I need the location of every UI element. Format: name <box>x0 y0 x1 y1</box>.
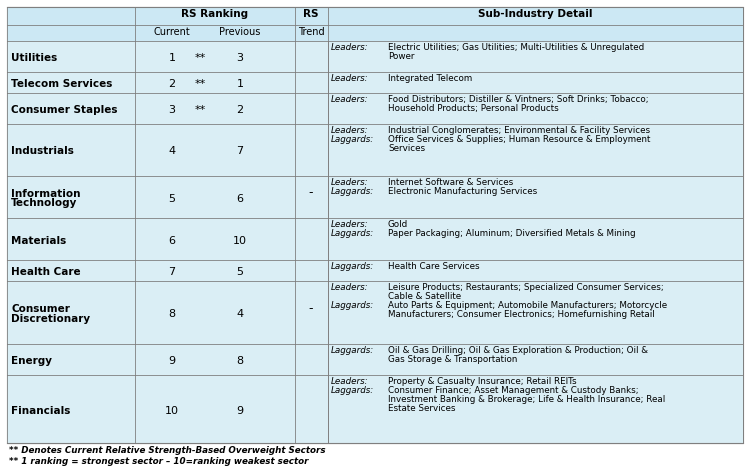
Text: Leisure Products; Restaurants; Specialized Consumer Services;: Leisure Products; Restaurants; Specializ… <box>388 283 664 292</box>
Text: 10: 10 <box>165 405 179 415</box>
Text: RS Ranking: RS Ranking <box>182 9 248 19</box>
Text: Power: Power <box>388 52 415 61</box>
Text: Laggards:: Laggards: <box>331 346 374 355</box>
Text: Services: Services <box>388 144 425 153</box>
Text: Electric Utilities; Gas Utilities; Multi-Utilities & Unregulated: Electric Utilities; Gas Utilities; Multi… <box>388 43 644 52</box>
Text: ** Denotes Current Relative Strength-Based Overweight Sectors: ** Denotes Current Relative Strength-Bas… <box>9 446 326 455</box>
Text: 9: 9 <box>169 356 176 366</box>
Bar <box>7 72 743 93</box>
Text: Trend: Trend <box>298 27 324 37</box>
Text: 6: 6 <box>236 193 244 203</box>
Text: Leaders:: Leaders: <box>331 220 369 229</box>
Text: **: ** <box>194 53 206 63</box>
Text: Discretionary: Discretionary <box>11 314 90 324</box>
Text: Property & Casualty Insurance; Retail REITs: Property & Casualty Insurance; Retail RE… <box>388 377 577 386</box>
Bar <box>7 124 743 176</box>
Text: Previous: Previous <box>219 27 261 37</box>
Text: Consumer Staples: Consumer Staples <box>11 105 118 115</box>
Bar <box>7 176 743 218</box>
Bar <box>7 41 743 72</box>
Text: 3: 3 <box>169 105 176 115</box>
Text: Laggards:: Laggards: <box>331 262 374 271</box>
Text: Manufacturers; Consumer Electronics; Homefurnishing Retail: Manufacturers; Consumer Electronics; Hom… <box>388 310 655 319</box>
Text: Consumer Finance; Asset Management & Custody Banks;: Consumer Finance; Asset Management & Cus… <box>388 386 638 395</box>
Text: 3: 3 <box>236 53 244 63</box>
Text: Laggards:: Laggards: <box>331 386 374 395</box>
Text: **: ** <box>194 79 206 89</box>
Text: Auto Parts & Equipment; Automobile Manufacturers; Motorcycle: Auto Parts & Equipment; Automobile Manuf… <box>388 301 668 310</box>
Text: -: - <box>309 302 314 315</box>
Bar <box>7 218 743 260</box>
Text: Integrated Telecom: Integrated Telecom <box>388 74 472 83</box>
Text: Telecom Services: Telecom Services <box>11 79 112 89</box>
Text: 2: 2 <box>236 105 244 115</box>
Text: Financials: Financials <box>11 405 70 415</box>
Text: Leaders:: Leaders: <box>331 95 369 104</box>
Text: Laggards:: Laggards: <box>331 301 374 310</box>
Text: 8: 8 <box>236 356 244 366</box>
Text: 1: 1 <box>169 53 176 63</box>
Bar <box>7 281 743 344</box>
Bar <box>7 375 743 443</box>
Text: Energy: Energy <box>11 356 52 366</box>
Text: Gas Storage & Transportation: Gas Storage & Transportation <box>388 355 518 364</box>
Text: Health Care Services: Health Care Services <box>388 262 480 271</box>
Text: Household Products; Personal Products: Household Products; Personal Products <box>388 104 559 113</box>
Text: Internet Software & Services: Internet Software & Services <box>388 178 513 187</box>
Text: 5: 5 <box>169 193 176 203</box>
Text: Laggards:: Laggards: <box>331 135 374 144</box>
Text: 1: 1 <box>236 79 244 89</box>
Bar <box>7 344 743 375</box>
Text: 8: 8 <box>169 309 176 319</box>
Bar <box>7 7 743 25</box>
Text: Cable & Satellite: Cable & Satellite <box>388 292 461 301</box>
Text: RS: RS <box>303 9 319 19</box>
Bar <box>7 260 743 281</box>
Text: Investment Banking & Brokerage; Life & Health Insurance; Real: Investment Banking & Brokerage; Life & H… <box>388 395 665 404</box>
Text: **: ** <box>194 105 206 115</box>
Text: Industrials: Industrials <box>11 147 74 157</box>
Text: Leaders:: Leaders: <box>331 178 369 187</box>
Text: Oil & Gas Drilling; Oil & Gas Exploration & Production; Oil &: Oil & Gas Drilling; Oil & Gas Exploratio… <box>388 346 648 355</box>
Text: 7: 7 <box>236 147 244 157</box>
Text: Food Distributors; Distiller & Vintners; Soft Drinks; Tobacco;: Food Distributors; Distiller & Vintners;… <box>388 95 649 104</box>
Text: Electronic Manufacturing Services: Electronic Manufacturing Services <box>388 187 537 196</box>
Text: Materials: Materials <box>11 236 66 245</box>
Text: Estate Services: Estate Services <box>388 404 455 413</box>
Text: Health Care: Health Care <box>11 267 81 277</box>
Text: Laggards:: Laggards: <box>331 229 374 238</box>
Text: 2: 2 <box>169 79 176 89</box>
Bar <box>7 25 743 41</box>
Text: Office Services & Supplies; Human Resource & Employment: Office Services & Supplies; Human Resour… <box>388 135 650 144</box>
Text: Consumer: Consumer <box>11 305 70 315</box>
Text: Gold: Gold <box>388 220 408 229</box>
Text: Leaders:: Leaders: <box>331 43 369 52</box>
Text: ** 1 ranking = strongest sector – 10=ranking weakest sector: ** 1 ranking = strongest sector – 10=ran… <box>9 457 308 466</box>
Text: Leaders:: Leaders: <box>331 74 369 83</box>
Text: 4: 4 <box>169 147 176 157</box>
Text: Leaders:: Leaders: <box>331 377 369 386</box>
Text: 9: 9 <box>236 405 244 415</box>
Text: Leaders:: Leaders: <box>331 283 369 292</box>
Text: 6: 6 <box>169 236 176 245</box>
Text: Industrial Conglomerates; Environmental & Facility Services: Industrial Conglomerates; Environmental … <box>388 126 650 135</box>
Text: Current: Current <box>154 27 190 37</box>
Text: 10: 10 <box>233 236 247 245</box>
Text: Information: Information <box>11 189 80 199</box>
Text: Technology: Technology <box>11 198 77 208</box>
Text: 4: 4 <box>236 309 244 319</box>
Bar <box>7 93 743 124</box>
Text: Laggards:: Laggards: <box>331 187 374 196</box>
Text: -: - <box>309 186 314 200</box>
Text: Utilities: Utilities <box>11 53 57 63</box>
Text: Sub-Industry Detail: Sub-Industry Detail <box>478 9 592 19</box>
Text: Paper Packaging; Aluminum; Diversified Metals & Mining: Paper Packaging; Aluminum; Diversified M… <box>388 229 635 238</box>
Text: 7: 7 <box>169 267 176 277</box>
Text: Leaders:: Leaders: <box>331 126 369 135</box>
Text: 5: 5 <box>236 267 244 277</box>
